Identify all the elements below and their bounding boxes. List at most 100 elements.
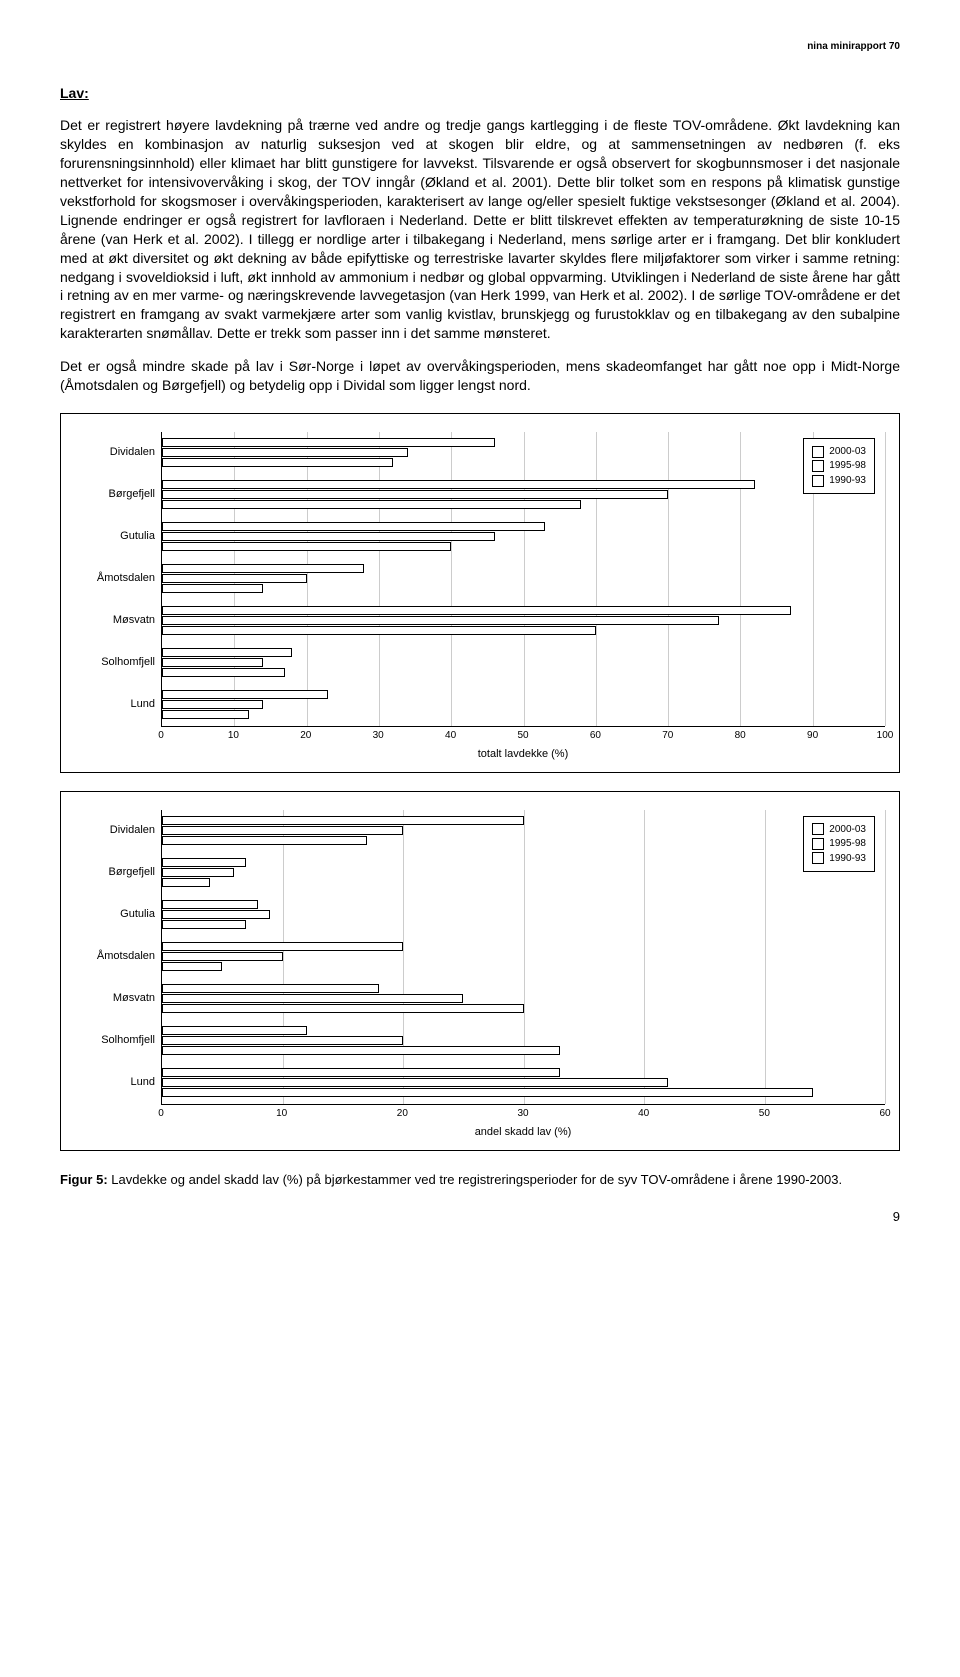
bar <box>162 994 463 1003</box>
bar <box>162 500 581 509</box>
bar <box>162 490 668 499</box>
y-axis-label: Lund <box>75 684 155 726</box>
legend-swatch <box>812 838 824 850</box>
bar <box>162 984 379 993</box>
x-axis-tick: 60 <box>590 729 601 743</box>
bar <box>162 606 791 615</box>
legend-swatch <box>812 823 824 835</box>
x-axis-tick: 50 <box>517 729 528 743</box>
x-axis-tick: 90 <box>807 729 818 743</box>
bar <box>162 658 263 667</box>
chart-legend: 2000-031995-981990-93 <box>803 438 875 495</box>
legend-item: 1995-98 <box>812 459 866 473</box>
x-axis-tick: 60 <box>879 1107 890 1121</box>
body-paragraph-1: Det er registrert høyere lavdekning på t… <box>60 116 900 343</box>
x-axis-tick: 30 <box>373 729 384 743</box>
bar <box>162 574 307 583</box>
x-axis-tick: 0 <box>158 729 164 743</box>
y-axis-label: Lund <box>75 1062 155 1104</box>
bar <box>162 878 210 887</box>
y-axis-label: Gutulia <box>75 894 155 936</box>
report-header: nina minirapport 70 <box>60 40 900 54</box>
figure-caption: Figur 5: Lavdekke og andel skadd lav (%)… <box>60 1171 900 1189</box>
legend-swatch <box>812 446 824 458</box>
legend-label: 1990-93 <box>829 474 866 488</box>
figure-label: Figur 5: <box>60 1172 108 1187</box>
legend-label: 2000-03 <box>829 445 866 459</box>
bar <box>162 448 408 457</box>
bar <box>162 710 249 719</box>
legend-swatch <box>812 460 824 472</box>
y-axis-label: Åmotsdalen <box>75 558 155 600</box>
bar <box>162 858 246 867</box>
bar <box>162 1088 813 1097</box>
x-axis-tick: 50 <box>759 1107 770 1121</box>
x-axis-tick: 40 <box>445 729 456 743</box>
y-axis-label: Gutulia <box>75 516 155 558</box>
bar <box>162 1026 307 1035</box>
bar <box>162 816 524 825</box>
x-axis-title: totalt lavdekke (%) <box>161 747 885 762</box>
chart-legend: 2000-031995-981990-93 <box>803 816 875 873</box>
chart-lavdekke: DividalenBørgefjellGutuliaÅmotsdalenMøsv… <box>60 413 900 773</box>
legend-label: 1990-93 <box>829 852 866 866</box>
bar <box>162 616 719 625</box>
bar <box>162 900 258 909</box>
bar <box>162 868 234 877</box>
y-axis-label: Solhomfjell <box>75 1020 155 1062</box>
bar <box>162 1078 668 1087</box>
bar <box>162 836 367 845</box>
body-paragraph-2: Det er også mindre skade på lav i Sør-No… <box>60 357 900 395</box>
bar <box>162 1004 524 1013</box>
bar <box>162 438 495 447</box>
bar <box>162 522 545 531</box>
x-axis-title: andel skadd lav (%) <box>161 1125 885 1140</box>
x-axis-tick: 70 <box>662 729 673 743</box>
figure-caption-text: Lavdekke og andel skadd lav (%) på bjørk… <box>108 1172 842 1187</box>
x-axis-tick: 20 <box>300 729 311 743</box>
bar <box>162 700 263 709</box>
bar <box>162 584 263 593</box>
x-axis-tick: 80 <box>735 729 746 743</box>
x-axis-tick: 10 <box>228 729 239 743</box>
x-axis-tick: 100 <box>877 729 894 743</box>
y-axis-label: Møsvatn <box>75 600 155 642</box>
bar <box>162 1036 403 1045</box>
legend-item: 2000-03 <box>812 445 866 459</box>
y-axis-label: Dividalen <box>75 810 155 852</box>
bar <box>162 542 451 551</box>
bar <box>162 480 755 489</box>
legend-label: 1995-98 <box>829 837 866 851</box>
chart-skadd-lav: DividalenBørgefjellGutuliaÅmotsdalenMøsv… <box>60 791 900 1151</box>
bar <box>162 668 285 677</box>
y-axis-label: Solhomfjell <box>75 642 155 684</box>
x-axis-tick: 30 <box>517 1107 528 1121</box>
bar <box>162 920 246 929</box>
y-axis-label: Åmotsdalen <box>75 936 155 978</box>
bar <box>162 952 283 961</box>
y-axis-label: Dividalen <box>75 432 155 474</box>
bar <box>162 458 393 467</box>
bar <box>162 826 403 835</box>
section-title: Lav: <box>60 84 900 103</box>
x-axis-tick: 20 <box>397 1107 408 1121</box>
legend-swatch <box>812 475 824 487</box>
y-axis-label: Møsvatn <box>75 978 155 1020</box>
bar <box>162 648 292 657</box>
bar <box>162 942 403 951</box>
bar <box>162 532 495 541</box>
x-axis-tick: 40 <box>638 1107 649 1121</box>
bar <box>162 910 270 919</box>
bar <box>162 690 328 699</box>
page-number: 9 <box>60 1208 900 1226</box>
legend-label: 1995-98 <box>829 459 866 473</box>
legend-item: 2000-03 <box>812 823 866 837</box>
x-axis-tick: 10 <box>276 1107 287 1121</box>
bar <box>162 626 596 635</box>
bar <box>162 564 364 573</box>
legend-label: 2000-03 <box>829 823 866 837</box>
x-axis-tick: 0 <box>158 1107 164 1121</box>
bar <box>162 1046 560 1055</box>
legend-item: 1990-93 <box>812 474 866 488</box>
bar <box>162 1068 560 1077</box>
